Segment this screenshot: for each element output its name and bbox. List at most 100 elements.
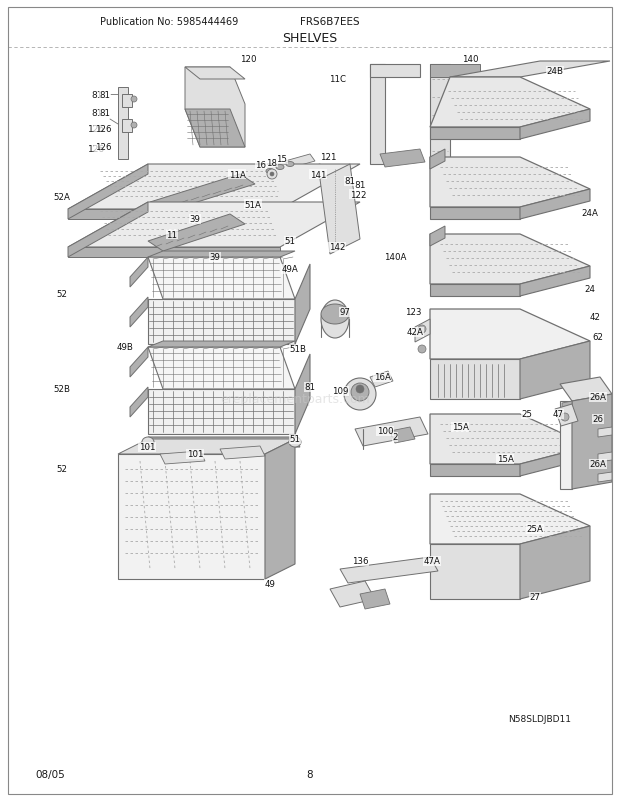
Polygon shape [430,310,590,359]
Polygon shape [430,545,520,599]
Polygon shape [520,267,590,297]
Polygon shape [185,68,245,148]
Polygon shape [598,472,612,482]
Ellipse shape [321,301,349,338]
Polygon shape [430,128,520,140]
Polygon shape [130,347,148,378]
Polygon shape [160,452,183,460]
Ellipse shape [266,169,274,174]
Polygon shape [555,404,578,427]
Circle shape [561,414,569,422]
Text: 49A: 49A [281,265,298,274]
Text: 62: 62 [593,333,603,342]
Text: 126: 126 [89,145,105,154]
Polygon shape [430,464,520,476]
Ellipse shape [142,437,154,448]
Text: 52A: 52A [53,193,71,202]
Ellipse shape [356,386,364,394]
Text: 51B: 51B [290,345,306,354]
Text: 126: 126 [95,144,111,152]
Text: 51: 51 [290,435,301,444]
Polygon shape [330,581,375,607]
Text: FRS6B7EES: FRS6B7EES [300,17,360,27]
Text: 52: 52 [56,290,68,299]
Text: 27: 27 [529,593,541,602]
Text: 24: 24 [585,286,595,294]
Text: 39: 39 [190,215,200,225]
Polygon shape [68,164,360,210]
Text: 81: 81 [345,177,355,186]
Text: 49B: 49B [117,343,133,352]
Text: 18: 18 [267,158,278,168]
Polygon shape [130,387,148,418]
Polygon shape [295,164,330,187]
Text: 16A: 16A [374,373,391,382]
Polygon shape [220,447,265,460]
Text: 81: 81 [99,108,110,117]
Text: 42A: 42A [407,328,423,337]
Text: 51: 51 [285,237,296,246]
Circle shape [131,123,137,129]
Polygon shape [185,110,245,148]
Text: 15A: 15A [451,423,469,432]
Polygon shape [68,248,280,257]
Polygon shape [295,265,310,345]
Polygon shape [148,215,245,252]
Polygon shape [148,390,295,435]
Polygon shape [68,203,360,248]
Polygon shape [185,68,245,80]
Text: 123: 123 [405,308,421,317]
Text: 15A: 15A [497,455,513,464]
Polygon shape [598,452,612,463]
Circle shape [418,346,426,354]
Polygon shape [450,62,610,78]
Text: 81: 81 [99,91,110,100]
Text: SHELVES: SHELVES [282,31,338,44]
Text: ereplacementparts.com: ereplacementparts.com [220,393,370,406]
Ellipse shape [321,305,349,325]
Polygon shape [430,158,590,208]
Polygon shape [390,427,415,444]
Text: 97: 97 [340,308,350,317]
Text: 26A: 26A [590,393,606,402]
Text: 11: 11 [167,230,177,239]
Text: 25: 25 [521,410,533,419]
Ellipse shape [344,379,376,411]
Polygon shape [520,190,590,220]
Text: 101: 101 [139,443,155,452]
Text: 126: 126 [95,125,111,134]
Text: 25A: 25A [526,525,544,534]
Text: 81: 81 [354,180,366,189]
Polygon shape [560,378,612,402]
Polygon shape [265,439,295,579]
Text: 52: 52 [56,465,68,474]
Polygon shape [370,65,385,164]
Polygon shape [415,320,430,342]
Polygon shape [118,455,265,579]
Text: 47: 47 [552,410,564,419]
Polygon shape [150,175,255,213]
Text: 52B: 52B [53,385,71,394]
Polygon shape [380,150,425,168]
Text: 121: 121 [320,153,336,162]
Text: 120: 120 [240,55,256,64]
Polygon shape [148,300,295,345]
Circle shape [267,170,277,180]
Polygon shape [68,164,148,220]
Text: 24B: 24B [546,67,564,76]
Polygon shape [430,227,445,247]
Polygon shape [118,88,128,160]
Polygon shape [370,65,420,78]
Text: 16: 16 [255,160,267,169]
Polygon shape [133,447,156,453]
Polygon shape [560,402,572,489]
Polygon shape [430,65,480,78]
Text: 49: 49 [265,580,275,589]
Text: 11A: 11A [229,170,246,180]
Text: 11C: 11C [329,75,347,84]
Text: 136: 136 [352,557,368,565]
Polygon shape [148,257,295,300]
Text: 2: 2 [392,433,398,442]
Polygon shape [122,95,132,107]
Polygon shape [130,298,148,327]
